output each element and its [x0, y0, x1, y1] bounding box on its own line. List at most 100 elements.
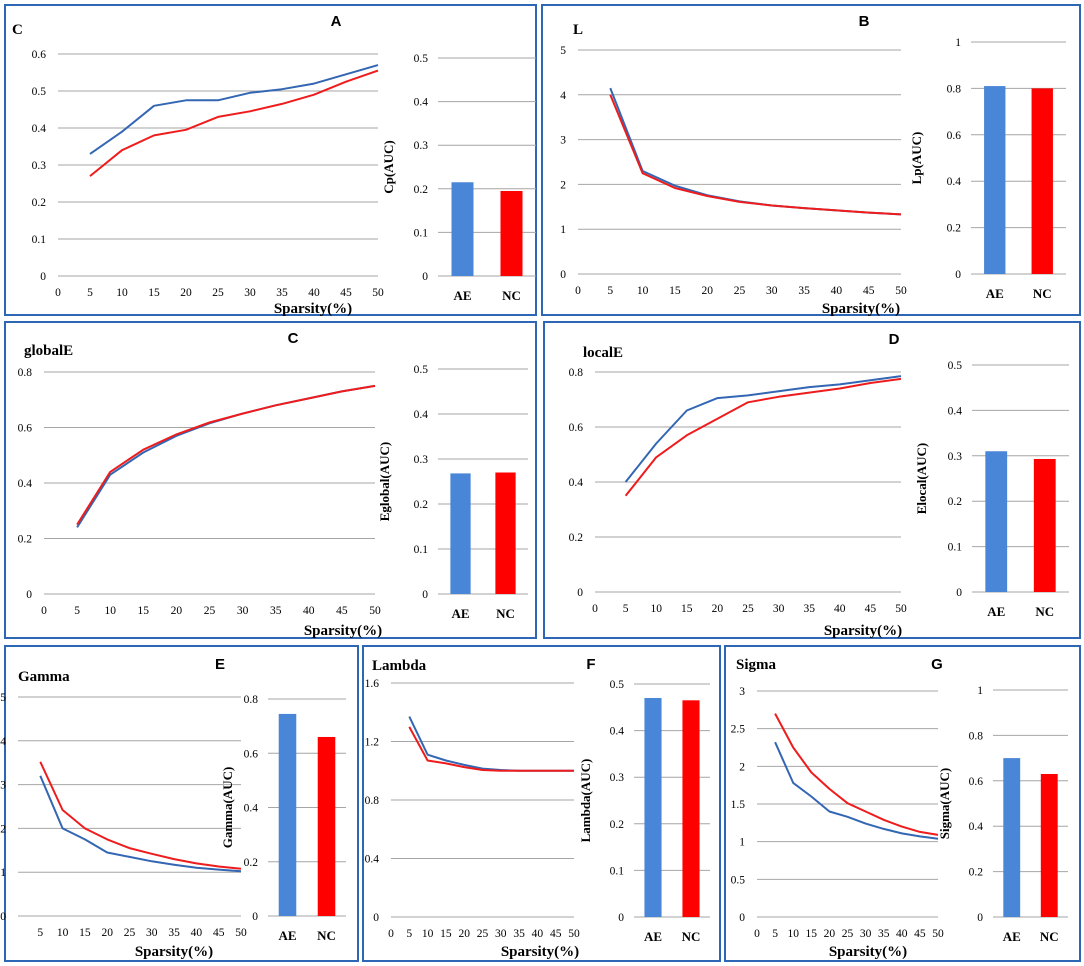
y-tick-label: 0.6 [569, 422, 584, 434]
panel-a: 0 0.1 0.2 0.3 0.4 0.5 0.6 0 5 10 15 20 25 30 35 40 45 50 S… [4, 4, 537, 317]
bar-y-tick-label: 0 [955, 269, 961, 281]
y-tick-label: 3 [0, 780, 6, 792]
bar-y-tick-label: 0.2 [948, 496, 963, 508]
bar-ae [451, 182, 474, 276]
bar-y-tick-label: 0 [956, 587, 962, 599]
series-line-nc [624, 377, 902, 497]
bar-nc [1040, 773, 1058, 917]
x-axis-title: Sparsity(%) [824, 623, 902, 639]
y-tick-label: 2 [0, 823, 6, 835]
y-tick-label: 0 [577, 587, 583, 599]
panel-letter: G [931, 656, 943, 673]
x-tick-label: 5 [37, 927, 43, 939]
x-tick-label: 30 [766, 285, 778, 297]
bar-y-tick-label: 0.2 [414, 184, 429, 196]
y-tick-label: 0.5 [32, 86, 47, 98]
x-tick-label: 45 [863, 285, 875, 297]
x-tick-label: 45 [865, 603, 877, 615]
y-tick-label: 0 [40, 271, 46, 283]
x-tick-label: 20 [701, 285, 713, 297]
x-tick-label: 15 [440, 928, 452, 940]
x-tick-label: 5 [772, 928, 778, 940]
y-tick-label: 4 [560, 90, 566, 102]
series-line-ae [408, 716, 574, 772]
bar-y-tick-label: 0.8 [947, 83, 962, 95]
x-tick-label: 10 [637, 285, 649, 297]
chart-svg-c: 0 0.2 0.4 0.6 0.8 0 5 10 15 20 25 30 35 40 45 50 Sparsit… [18, 330, 528, 639]
series-line-ae [39, 775, 242, 873]
series-line-nc [408, 726, 574, 772]
bar-y-tick-label: 0.8 [969, 730, 984, 742]
x-tick-label: 25 [212, 287, 224, 299]
x-axis-title: Sparsity(%) [304, 623, 382, 639]
y-tick-label: 0 [373, 912, 379, 924]
bar-y-tick-label: 0.3 [948, 451, 963, 463]
bar-nc [682, 700, 700, 917]
chart-svg-a: 0 0.1 0.2 0.3 0.4 0.5 0.6 0 5 10 15 20 25 30 35 40 45 50 S… [12, 13, 536, 317]
metric-title: globalE [24, 343, 73, 359]
y-tick-label: 1 [739, 837, 745, 849]
x-tick-label: 20 [180, 287, 192, 299]
bar-category-label: NC [1040, 929, 1059, 944]
panel-d: 0 0.2 0.4 0.6 0.8 0 5 10 15 20 25 30 35 40 45 50 Sparsit… [543, 321, 1081, 639]
bar-y-tick-label: 0.2 [414, 499, 429, 511]
series-line-ae [624, 375, 902, 483]
chart-svg-g: 00.511.522.530 5 10 15 20 25 30 35 40 45 50Sparsit… [731, 656, 1068, 960]
x-tick-label: 50 [895, 285, 907, 297]
x-tick-label: 0 [592, 603, 598, 615]
bar-y-tick-label: 0.3 [414, 140, 429, 152]
bar-y-axis-title: Lp(AUC) [909, 132, 924, 185]
x-tick-label: 15 [806, 928, 818, 940]
bar-category-label: NC [502, 288, 521, 303]
x-tick-label: 30 [244, 287, 256, 299]
panel-letter: B [859, 13, 870, 30]
y-tick-label: 0.2 [32, 197, 47, 209]
y-tick-label: 0.6 [18, 423, 33, 435]
bar-y-tick-label: 0 [422, 589, 428, 601]
series-line-nc [76, 384, 376, 526]
y-tick-label: 5 [0, 692, 6, 704]
bar-y-tick-label: 0.1 [948, 542, 963, 554]
bar-category-label: NC [1035, 604, 1054, 619]
panel-e: 0 1 2 3 4 5 5 10 15 20 25 30 35 40 45 50 Sparsity(%) Gamm… [0, 645, 359, 962]
bar-y-axis-title: Cp(AUC) [381, 140, 396, 193]
y-tick-label: 2 [560, 179, 566, 191]
series-line-nc [89, 69, 379, 177]
x-tick-label: 15 [669, 285, 681, 297]
metric-title: Gamma [18, 669, 70, 685]
bar-category-label: AE [453, 288, 471, 303]
bar-category-label: NC [1033, 286, 1052, 301]
x-tick-label: 30 [860, 928, 872, 940]
bar-y-tick-label: 0 [252, 911, 258, 923]
bar-y-tick-label: 0.2 [969, 867, 984, 879]
bar-y-tick-label: 0.5 [414, 53, 429, 65]
metric-title: Sigma [736, 657, 777, 673]
x-tick-label: 25 [742, 603, 754, 615]
x-tick-label: 50 [372, 287, 384, 299]
x-tick-label: 0 [388, 928, 394, 940]
x-tick-label: 10 [57, 927, 69, 939]
x-tick-label: 20 [824, 928, 836, 940]
x-tick-label: 0 [41, 605, 47, 617]
y-tick-label: 1.6 [365, 678, 380, 690]
panel-g: 0 0.5 1 1.5 2 2.5 3 0 5 10 15 20 25 30 35 40 45 50 Sparsit… [724, 645, 1081, 962]
bar-ae [278, 713, 297, 916]
y-tick-label: 5 [560, 45, 566, 57]
x-tick-label: 30 [495, 928, 507, 940]
y-tick-label: 2.5 [731, 724, 746, 736]
bar-ae [644, 697, 662, 917]
bar-nc [1033, 458, 1056, 592]
bar-nc [317, 736, 336, 916]
panel-letter: C [288, 330, 299, 347]
bar-category-label: AE [1003, 929, 1021, 944]
x-tick-label: 30 [773, 603, 785, 615]
x-axis-title: Sparsity(%) [829, 944, 907, 960]
x-tick-label: 35 [270, 605, 282, 617]
bar-y-tick-label: 0.4 [610, 726, 625, 738]
y-tick-label: 0.5 [731, 874, 746, 886]
y-tick-label: 0.4 [569, 477, 584, 489]
y-tick-label: 0 [0, 911, 6, 923]
bar-y-tick-label: 0.6 [244, 748, 259, 760]
bar-y-tick-label: 0.3 [414, 454, 429, 466]
